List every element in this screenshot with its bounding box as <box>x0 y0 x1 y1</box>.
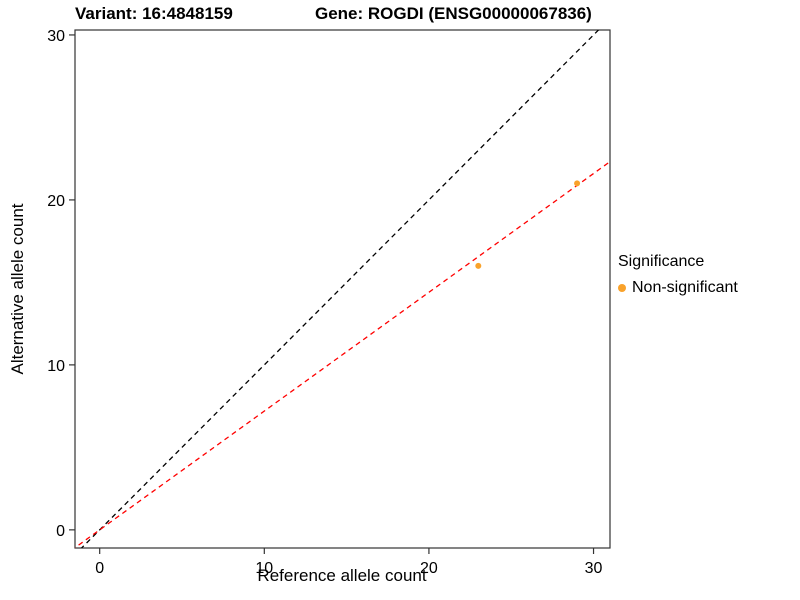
y-tick-label: 10 <box>47 358 65 375</box>
x-tick-label: 10 <box>255 560 273 577</box>
expected-ratio-line <box>75 160 610 548</box>
x-tick-label: 20 <box>420 560 438 577</box>
y-tick-label: 0 <box>56 523 65 540</box>
x-axis-label: Reference allele count <box>257 566 427 585</box>
x-tick-label: 30 <box>585 560 603 577</box>
y-tick-label: 30 <box>47 28 65 45</box>
plot-title-gene: Gene: ROGDI (ENSG00000067836) <box>315 4 592 23</box>
legend-entry-non-significant: Non-significant <box>618 279 738 297</box>
legend-title: Significance <box>618 253 705 270</box>
plot-title-variant: Variant: 16:4848159 <box>75 4 233 23</box>
data-point <box>574 180 581 187</box>
legend-entry-label: Non-significant <box>632 279 738 296</box>
panel-border <box>74 29 611 549</box>
identity-line <box>80 30 600 548</box>
legend: Significance Non-significant <box>618 253 738 297</box>
x-tick-label: 0 <box>95 560 104 577</box>
data-point <box>475 262 482 269</box>
y-tick-label: 20 <box>47 193 65 210</box>
legend-dot-icon <box>618 284 626 292</box>
